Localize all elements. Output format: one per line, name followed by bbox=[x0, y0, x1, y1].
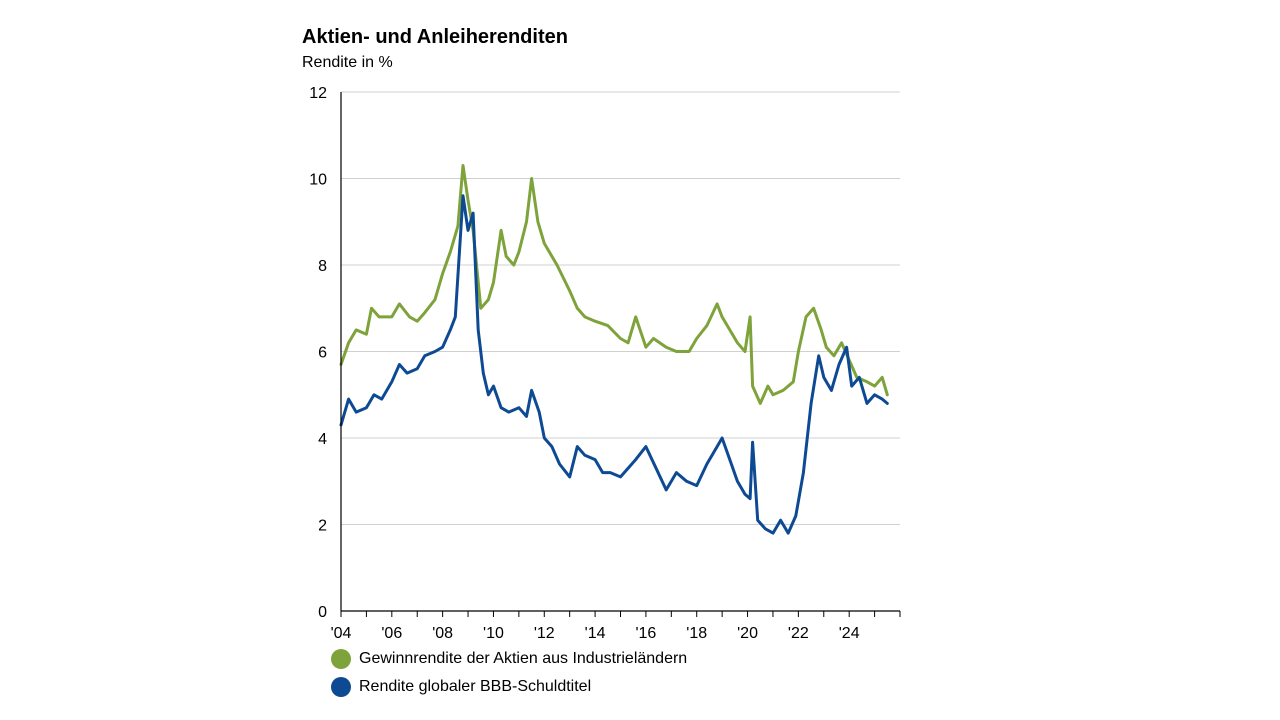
grid-lines bbox=[341, 91, 900, 525]
x-tick-label: '16 bbox=[635, 625, 656, 642]
y-tick-label: 12 bbox=[309, 85, 327, 102]
legend-item-equity: Gewinnrendite der Aktien aus Industrielä… bbox=[331, 649, 687, 669]
chart-title: Aktien- und Anleiherenditen bbox=[302, 26, 568, 48]
legend-swatch-equity bbox=[331, 649, 351, 669]
y-axis-label: Rendite in % bbox=[302, 54, 393, 71]
x-tick-label: '04 bbox=[331, 625, 352, 642]
legend-swatch-bond bbox=[331, 677, 351, 697]
y-tick-label: 6 bbox=[318, 345, 327, 362]
legend-item-bond: Rendite globaler BBB-Schuldtitel bbox=[331, 677, 591, 697]
x-tick-label: '20 bbox=[737, 625, 758, 642]
y-tick-label: 2 bbox=[318, 518, 327, 535]
series-line-bond bbox=[339, 194, 889, 535]
x-tick-label: '24 bbox=[839, 625, 860, 642]
tick-labels: 0 2 4 6 8 10 12 '04 '06 '08 '10 '12 '14 '16 '18 '20 '22 '… bbox=[309, 85, 860, 642]
x-tick-label: '18 bbox=[686, 625, 707, 642]
x-tick-label: '22 bbox=[788, 625, 809, 642]
y-tick-label: 4 bbox=[318, 431, 327, 448]
series-line-equity bbox=[339, 164, 889, 405]
x-tick-label: '10 bbox=[483, 625, 504, 642]
x-tick-label: '12 bbox=[534, 625, 555, 642]
axes bbox=[340, 92, 901, 617]
series-lines bbox=[339, 164, 889, 535]
x-tick-label: '06 bbox=[381, 625, 402, 642]
legend-label-equity: Gewinnrendite der Aktien aus Industrielä… bbox=[359, 650, 688, 667]
y-tick-label: 10 bbox=[309, 172, 327, 189]
y-tick-label: 8 bbox=[318, 258, 327, 275]
x-tick-label: '08 bbox=[432, 625, 453, 642]
y-tick-label: 0 bbox=[318, 604, 327, 621]
x-tick-label: '14 bbox=[585, 625, 606, 642]
legend-label-bond: Rendite globaler BBB-Schuldtitel bbox=[359, 678, 592, 695]
